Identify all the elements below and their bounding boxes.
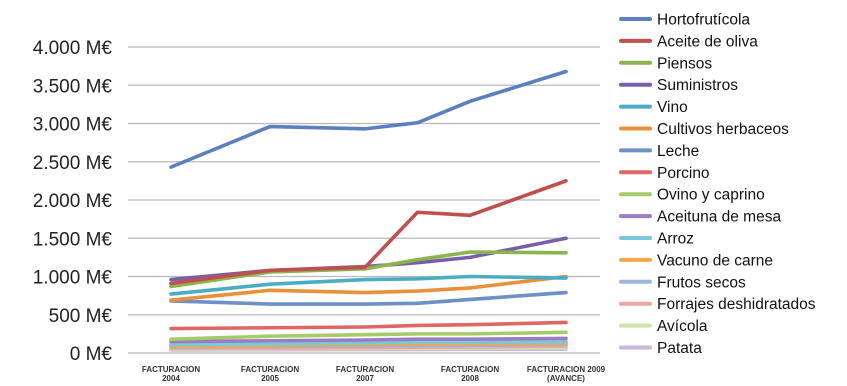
y-tick-label: 0 M€ <box>70 344 113 365</box>
series-line <box>171 322 566 328</box>
legend-item: Hortofrutícola <box>621 12 750 29</box>
x-axis-category-labels: FACTURACION 2004 FACTURACION 2005 FACTURACIO… <box>142 365 606 383</box>
legend-label: Porcino <box>657 165 710 182</box>
x-category-label: FACTURACION 2004 <box>142 365 200 383</box>
legend-label: Forrajes deshidratados <box>657 296 816 313</box>
x-category-label: FACTURACION 2009 (AVANCE) <box>527 365 606 383</box>
y-tick-label: 4.000 M€ <box>33 38 113 59</box>
legend-label: Aceite de oliva <box>657 33 758 50</box>
legend-item: Aceite de oliva <box>621 33 758 50</box>
y-tick-label: 2.500 M€ <box>33 153 113 174</box>
legend-item: Vacuno de carne <box>621 252 773 269</box>
legend: Hortofrutícola Aceite de oliva Piensos Sumi… <box>621 12 816 358</box>
y-tick-label: 3.000 M€ <box>33 115 113 136</box>
legend-label: Ovino y caprino <box>657 187 765 204</box>
y-tick-label: 3.500 M€ <box>33 76 113 97</box>
x-category-label: FACTURACION 2005 <box>241 365 299 383</box>
series-line <box>171 238 566 279</box>
legend-item: Aceituna de mesa <box>621 209 781 226</box>
legend-label: Hortofrutícola <box>657 12 750 29</box>
legend-item: Arroz <box>621 231 694 248</box>
legend-label: Frutos secos <box>657 274 746 291</box>
series-lines <box>171 71 566 349</box>
legend-item: Avícola <box>621 318 708 335</box>
legend-label: Aceituna de mesa <box>657 209 781 226</box>
legend-label: Patata <box>657 340 702 357</box>
legend-label: Arroz <box>657 231 694 248</box>
legend-item: Forrajes deshidratados <box>621 296 816 313</box>
legend-item: Suministros <box>621 77 738 94</box>
y-tick-label: 1.000 M€ <box>33 268 113 289</box>
y-tick-label: 2.000 M€ <box>33 191 113 212</box>
gridlines <box>128 47 600 353</box>
legend-label: Suministros <box>657 77 738 94</box>
x-category-label: FACTURACION 2008 <box>441 365 499 383</box>
legend-label: Leche <box>657 143 699 160</box>
y-tick-label: 1.500 M€ <box>33 229 113 250</box>
y-axis-tick-labels: 0 M€ 500 M€ 1.000 M€ 1.500 M€ 2.000 M€ 2.500 … <box>33 38 113 365</box>
legend-label: Piensos <box>657 55 712 72</box>
legend-item: Frutos secos <box>621 274 746 291</box>
legend-item: Ovino y caprino <box>621 187 765 204</box>
legend-item: Porcino <box>621 165 710 182</box>
legend-item: Vino <box>621 99 688 116</box>
legend-label: Cultivos herbaceos <box>657 121 789 138</box>
x-category-label: FACTURACION 2007 <box>336 365 394 383</box>
legend-item: Leche <box>621 143 699 160</box>
legend-item: Patata <box>621 340 702 357</box>
legend-label: Vino <box>657 99 688 116</box>
legend-item: Cultivos herbaceos <box>621 121 789 138</box>
legend-label: Vacuno de carne <box>657 252 773 269</box>
legend-item: Piensos <box>621 55 712 72</box>
y-tick-label: 500 M€ <box>49 306 113 327</box>
legend-label: Avícola <box>657 318 708 335</box>
